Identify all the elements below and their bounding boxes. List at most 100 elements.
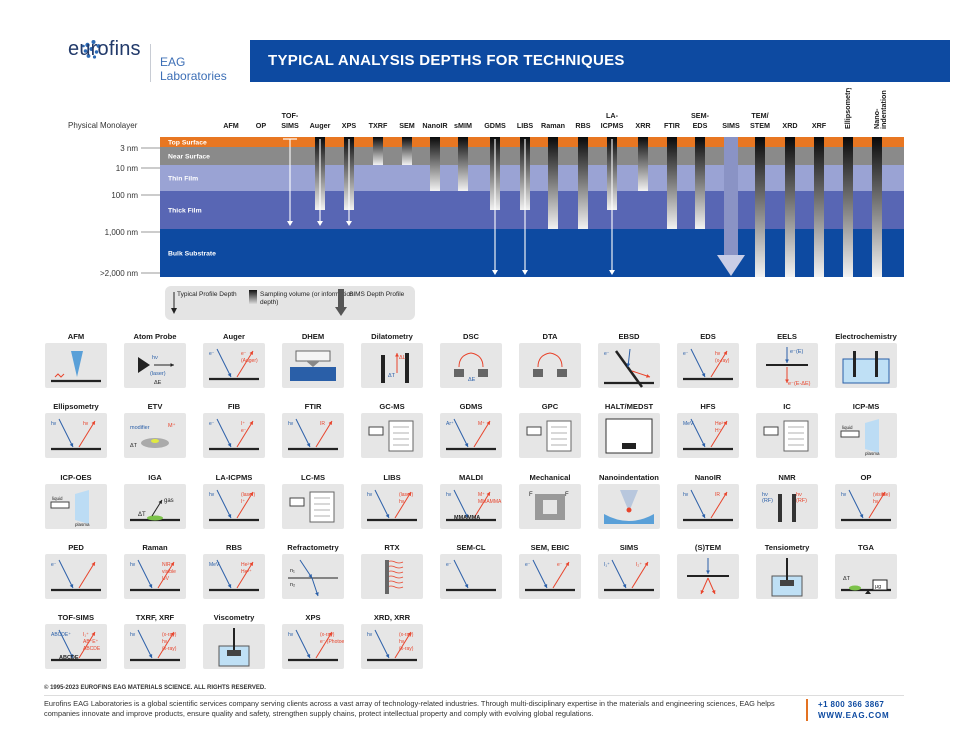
etv-icon: modifier M⁺ ΔT [124, 413, 186, 458]
svg-text:ABCDE⁺: ABCDE⁺ [51, 632, 71, 638]
technique-sampling-bar [578, 137, 588, 229]
technique-tile-name: IC [783, 402, 791, 411]
svg-text:EDS: EDS [693, 121, 708, 130]
technique-label: SEM-EDS [691, 111, 710, 130]
technique-tile: DSC ΔE [440, 332, 502, 388]
svg-text:MMAMMA: MMAMMA [478, 499, 502, 505]
gcms-icon [361, 413, 423, 458]
auger-icon: e⁻ e⁻ (Auger) [203, 343, 265, 388]
svg-text:Auger: Auger [310, 121, 331, 130]
svg-text:hν: hν [873, 499, 879, 505]
svg-text:e⁻: e⁻ [209, 351, 215, 357]
technique-tile: TXRF, XRF hν (x-ray) hν (x-ray) [124, 613, 186, 669]
sem-ebic-icon: e⁻ e⁻ [519, 554, 581, 599]
technique-tile-name: Electrochemistry [835, 332, 897, 341]
depth-chart: Top Surface Near Surface Thin Film Thick Fi… [68, 88, 904, 278]
hfs-icon: MeV He²⁺ H⁺ [677, 413, 739, 458]
svg-text:ABCDE: ABCDE [59, 655, 79, 661]
arrow-down-icon [171, 292, 177, 314]
phone-number[interactable]: +1 800 366 3867 [818, 700, 885, 709]
svg-text:Nano-indentation: Nano-indentation [872, 90, 888, 129]
technique-tile: EDS e⁻ hν (x-ray) [677, 332, 739, 388]
website-link[interactable]: WWW.EAG.COM [818, 711, 890, 720]
technique-tile: DHEM [282, 332, 344, 388]
technique-tile: LC-MS [282, 473, 344, 529]
technique-label: sMIM [454, 121, 472, 130]
technique-label: Raman [541, 121, 565, 130]
svg-text:NIR: NIR [162, 562, 171, 568]
technique-tile-name: OP [860, 473, 872, 482]
technique-tile: Auger e⁻ e⁻ (Auger) [203, 332, 265, 388]
technique-tile-name: GC-MS [379, 402, 405, 411]
svg-text:XRF: XRF [812, 121, 827, 130]
depth-label: 1,000 nm [105, 228, 139, 237]
svg-text:I₁⁺: I₁⁺ [604, 562, 610, 568]
svg-text:plasma: plasma [865, 451, 880, 456]
technique-tile-name: NanoIR [694, 473, 722, 482]
technique-tile: SEM-CL e⁻ [440, 543, 502, 599]
rbs-icon: MeV He²⁺ He²⁺ [203, 554, 265, 599]
technique-tile-name: TOF-SIMS [57, 613, 95, 622]
technique-tile: DTA [519, 332, 581, 388]
technique-sampling-bar [843, 137, 853, 277]
svg-text:AFM: AFM [223, 121, 239, 130]
technique-tile-name: LA-ICPMS [215, 473, 253, 482]
svg-text:hν: hν [399, 499, 405, 505]
technique-tile-name: GDMS [459, 402, 483, 411]
svg-text:hν: hν [130, 632, 136, 638]
svg-text:liquid: liquid [52, 496, 63, 501]
svg-text:ΔL: ΔL [399, 355, 406, 361]
svg-text:(RF): (RF) [762, 498, 773, 504]
svg-text:LIBS: LIBS [517, 121, 534, 130]
svg-text:visible: visible [162, 569, 176, 575]
laicpms-icon: hν (laser) I⁺ [203, 484, 265, 529]
technique-tile-name: Nanoindentation [599, 473, 659, 482]
svg-text:n₂: n₂ [290, 582, 295, 588]
svg-text:hν: hν [83, 421, 89, 427]
technique-tile: RBS MeV He²⁺ He²⁺ [203, 543, 265, 599]
svg-text:XPS: XPS [342, 121, 357, 130]
technique-tile-name: RBS [225, 543, 243, 552]
svg-text:SEM: SEM [399, 121, 415, 130]
technique-tile: XPS hν (x-ray)e⁻ (Photoelectron) [282, 613, 344, 669]
technique-label: FTIR [664, 121, 681, 130]
technique-tile-name: EELS [777, 332, 797, 341]
technique-tile-name: LIBS [383, 473, 401, 482]
technique-label: SIMS [722, 121, 740, 130]
technique-tile-name: DSC [462, 332, 480, 341]
technique-tile: GC-MS [361, 402, 423, 458]
nmr-icon: hν (RF) hν (RF) [756, 484, 818, 529]
gdms-icon: Ar⁺ M⁺ [440, 413, 502, 458]
libs-icon: hν (laser) hν [361, 484, 423, 529]
technique-tile: LA-ICPMS hν (laser) I⁺ [203, 473, 265, 529]
txrf-icon: hν (x-ray) hν (x-ray) [124, 624, 186, 669]
svg-text:SEM-: SEM- [691, 111, 710, 120]
svg-text:hν: hν [399, 639, 405, 645]
svg-text:MeV: MeV [683, 421, 694, 427]
svg-text:ΔT: ΔT [843, 576, 851, 582]
depth-label: 3 nm [120, 144, 138, 153]
technique-tile-name: TXRF, XRF [135, 613, 175, 622]
technique-tile: Dilatometry ΔT ΔL [361, 332, 423, 388]
refractometry-icon: n₁ n₂ [282, 554, 344, 599]
technique-tile: Atom Probe hν (laser) ΔE [124, 332, 186, 388]
technique-tile-name: Ellipsometry [53, 402, 99, 411]
svg-text:hν: hν [367, 492, 373, 498]
electrochemistry-icon [835, 343, 897, 388]
technique-tile: LIBS hν (laser) hν [361, 473, 423, 529]
svg-text:hν: hν [841, 492, 847, 498]
svg-text:(RF): (RF) [796, 498, 807, 504]
svg-text:n₁: n₁ [290, 568, 295, 574]
technique-tile-name: SIMS [619, 543, 639, 552]
technique-tile-name: Mechanical [529, 473, 571, 482]
technique-label: GDMS [484, 121, 506, 130]
dsc-icon: ΔE [440, 343, 502, 388]
svg-text:hν: hν [152, 355, 158, 361]
svg-text:e⁻: e⁻ [209, 421, 215, 427]
svg-text:I⁺: I⁺ [241, 499, 245, 505]
layer-label: Near Surface [168, 154, 210, 161]
technique-label: XPS [342, 121, 357, 130]
svg-text:M⁺: M⁺ [168, 422, 176, 429]
technique-tile-name: HFS [700, 402, 716, 411]
